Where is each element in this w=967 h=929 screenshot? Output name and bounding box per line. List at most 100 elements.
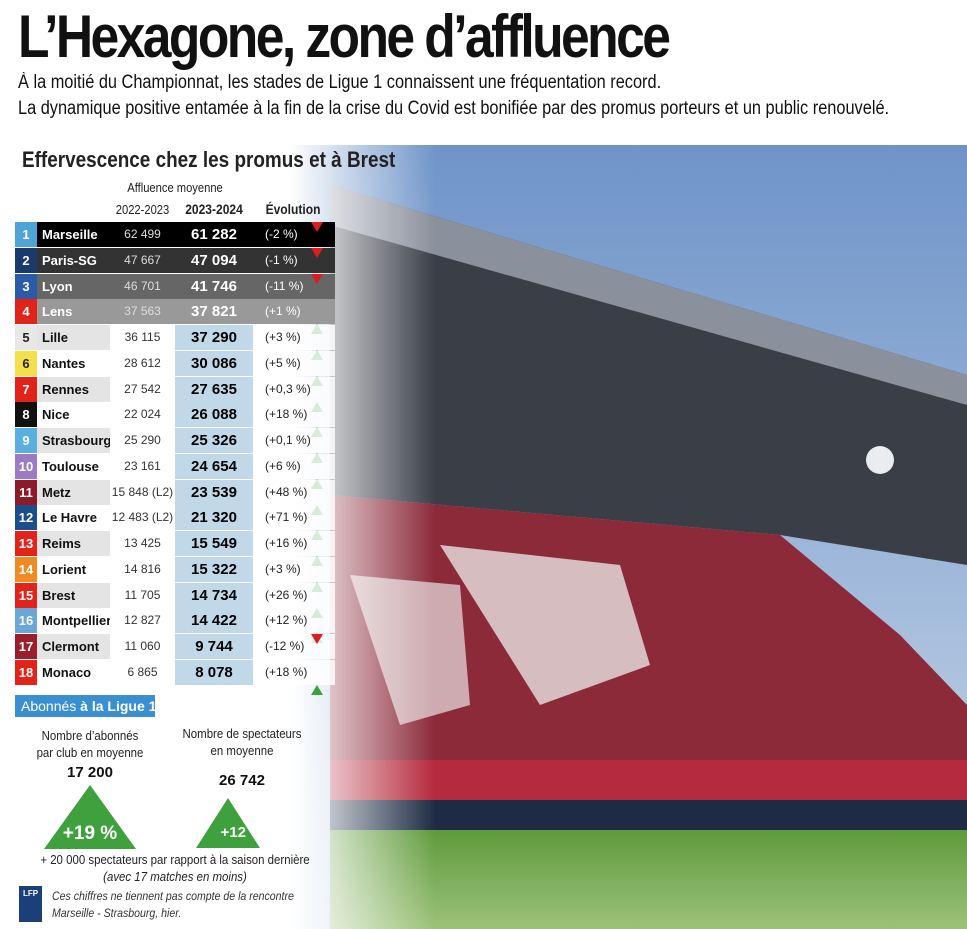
- rank: 2: [15, 247, 37, 273]
- group-header: Affluence moyenne: [127, 180, 223, 195]
- footnote: Ces chiffres ne tiennent pas compte de l…: [52, 889, 294, 903]
- curr-attendance: 15 549: [175, 531, 253, 556]
- table-row: 8 Nice 22 024 26 088 (+18 %): [15, 402, 335, 438]
- column-header: Évolution: [265, 201, 321, 217]
- club: Brest: [37, 582, 110, 608]
- trend-arrow: [311, 273, 323, 309]
- stat-label: Nombre d’abonnés: [41, 728, 139, 743]
- evolution: (+16 %): [253, 531, 335, 556]
- rank: 18: [15, 659, 37, 685]
- title: L’Hexagone, zone d’affluence: [18, 3, 671, 70]
- table-row: 7 Rennes 27 542 27 635 (+0,3 %): [15, 376, 335, 412]
- stat-label: par club en moyenne: [36, 745, 144, 760]
- club: Marseille: [37, 222, 110, 247]
- club: Lens: [37, 299, 110, 325]
- footnote: Marseille - Strasbourg, hier.: [52, 906, 182, 920]
- rank: 16: [15, 608, 37, 634]
- evolution: (+71 %): [253, 505, 335, 531]
- table-row: 16 Montpellier 12 827 14 422 (+12 %): [15, 608, 335, 644]
- rank: 9: [15, 428, 37, 453]
- table-row: 18 Monaco 6 865 8 078 (+18 %): [15, 659, 335, 695]
- evolution: (+26 %): [253, 582, 335, 608]
- rank: 7: [15, 376, 37, 402]
- evolution: (+1 %): [253, 299, 335, 325]
- curr-attendance: 9 744: [175, 634, 253, 659]
- prev-attendance: 6 865: [110, 659, 175, 685]
- table-row: 10 Toulouse 23 161 24 654 (+6 %): [15, 453, 335, 489]
- curr-attendance: 37 821: [175, 299, 253, 325]
- note: (avec 17 matches en moins): [103, 869, 247, 884]
- table-row: 11 Metz 15 848 (L2) 23 539 (+48 %): [15, 479, 335, 515]
- table-row: 15 Brest 11 705 14 734 (+26 %): [15, 582, 335, 618]
- club: Clermont: [37, 634, 110, 659]
- club: Lille: [37, 325, 110, 350]
- curr-attendance: 30 086: [175, 350, 253, 376]
- stadium-photo: [0, 145, 967, 929]
- table-row: 9 Strasbourg 25 290 25 326 (+0,1 %): [15, 428, 335, 463]
- trend-arrow: [311, 222, 323, 257]
- rank: 14: [15, 556, 37, 582]
- prev-attendance: 11 705: [110, 582, 175, 608]
- evolution: (+12 %): [253, 608, 335, 634]
- stat-value: 17 200: [67, 764, 113, 781]
- prev-attendance: 23 161: [110, 453, 175, 479]
- stat-change: +12 %: [220, 824, 264, 841]
- club: Monaco: [37, 659, 110, 685]
- club: Lyon: [37, 273, 110, 299]
- evolution: (+6 %): [253, 453, 335, 479]
- curr-attendance: 26 088: [175, 402, 253, 428]
- curr-attendance: 47 094: [175, 247, 253, 273]
- evolution: (+5 %): [253, 350, 335, 376]
- text: à la Ligue 1: [80, 698, 157, 714]
- rank: 1: [15, 222, 37, 247]
- prev-attendance: 28 612: [110, 350, 175, 376]
- column-header: 2022-2023: [115, 202, 170, 217]
- evolution: (+48 %): [253, 479, 335, 505]
- table-row: 14 Lorient 14 816 15 322 (+3 %): [15, 556, 335, 592]
- curr-attendance: 8 078: [175, 659, 253, 685]
- rank: 17: [15, 634, 37, 659]
- evolution: (-1 %): [253, 247, 335, 273]
- triangle: [44, 785, 136, 849]
- prev-attendance: 12 827: [110, 608, 175, 634]
- curr-attendance: 14 422: [175, 608, 253, 634]
- prev-attendance: 62 499: [110, 222, 175, 247]
- curr-attendance: 37 290: [175, 325, 253, 350]
- evolution: (+18 %): [253, 659, 335, 685]
- trend-arrow: [311, 660, 323, 695]
- evolution: (+0,3 %): [253, 376, 335, 402]
- club: Reims: [37, 531, 110, 556]
- curr-attendance: 14 734: [175, 582, 253, 608]
- stat-value: 26 742: [219, 772, 265, 789]
- curr-attendance: 21 320: [175, 505, 253, 531]
- rank: 4: [15, 299, 37, 325]
- trend-arrow: [311, 247, 323, 283]
- prev-attendance: 12 483 (L2): [110, 505, 175, 531]
- prev-attendance: 27 542: [110, 376, 175, 402]
- rank: 6: [15, 350, 37, 376]
- rank: 11: [15, 479, 37, 505]
- stat-change: +19 %: [62, 823, 118, 844]
- section-title: Effervescence chez les promus et à Brest: [22, 147, 396, 172]
- stat-label: Nombre de spectateurs: [182, 726, 302, 741]
- table-row: 4 Lens 37 563 37 821 (+1 %): [15, 299, 335, 335]
- stat-label: en moyenne: [210, 743, 274, 758]
- table-row: 1 Marseille 62 499 61 282 (-2 %): [15, 222, 335, 247]
- rank: 3: [15, 273, 37, 299]
- prev-attendance: 14 816: [110, 556, 175, 582]
- prev-attendance: 13 425: [110, 531, 175, 556]
- rank: 15: [15, 582, 37, 608]
- evolution: (-2 %): [253, 222, 335, 247]
- prev-attendance: 36 115: [110, 325, 175, 350]
- prev-attendance: 37 563: [110, 299, 175, 325]
- subscribers-title: Abonnés à la Ligue 1: [15, 695, 157, 717]
- curr-attendance: 24 654: [175, 453, 253, 479]
- prev-attendance: 25 290: [110, 428, 175, 453]
- evolution: (+18 %): [253, 402, 335, 428]
- club: Toulouse: [37, 453, 110, 479]
- prev-attendance: 46 701: [110, 273, 175, 299]
- column-header: 2023-2024: [185, 201, 243, 217]
- table-row: 2 Paris-SG 47 667 47 094 (-1 %): [15, 247, 335, 273]
- club: Montpellier: [37, 608, 110, 634]
